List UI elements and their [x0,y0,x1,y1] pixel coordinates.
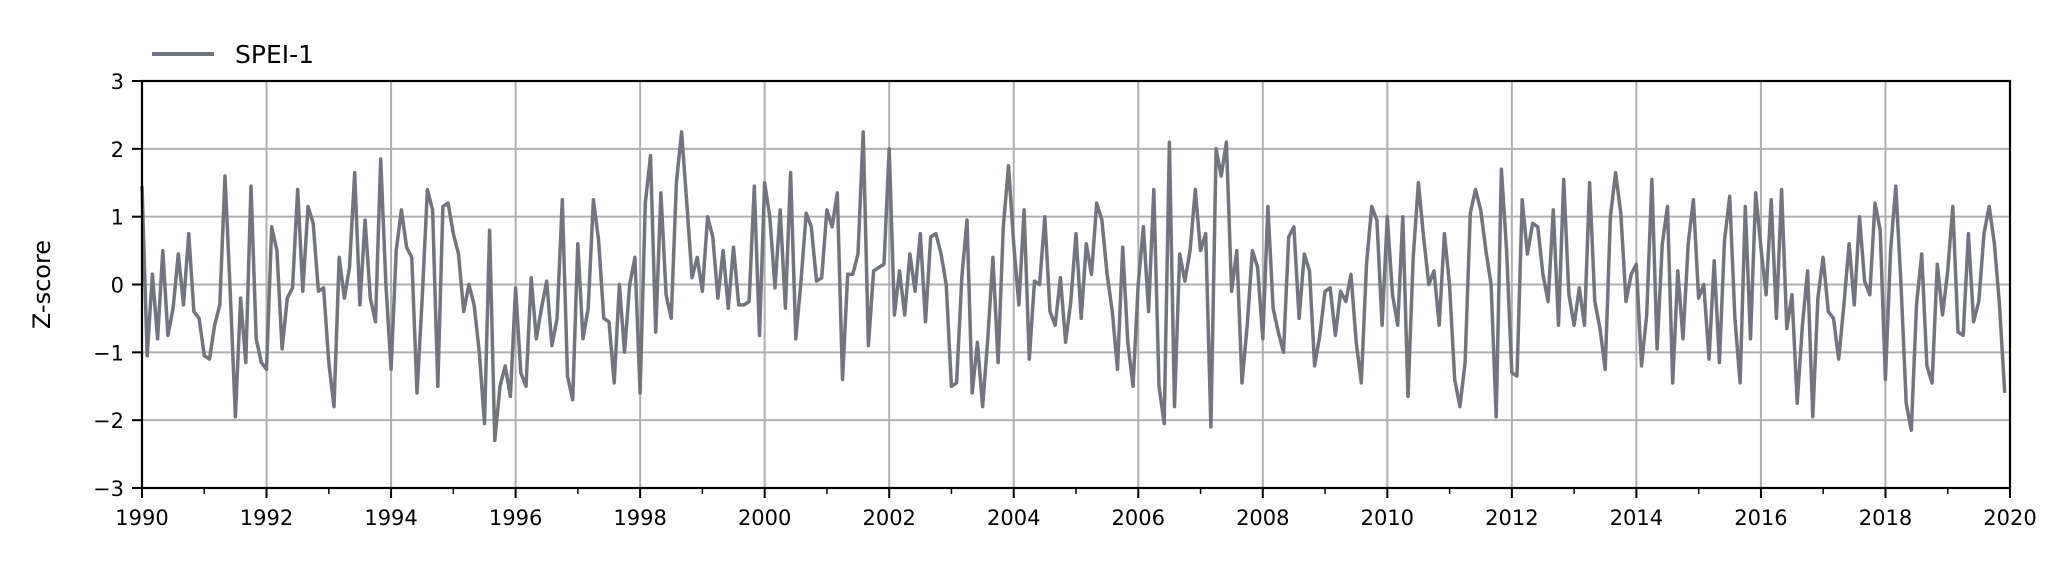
y-tick-label: 1 [111,206,124,230]
x-tick-label: 1990 [115,506,168,530]
y-axis-label: Z-score [28,240,56,329]
x-tick-label: 1994 [364,506,417,530]
x-tick-label: 2006 [1112,506,1165,530]
x-tick-label: 2012 [1485,506,1538,530]
x-tick-label: 1998 [613,506,666,530]
x-tick-label: 2020 [1983,506,2036,530]
y-tick-label: 2 [111,138,124,162]
axis-ticks: 1990 1992 1994 1996 1998 2000 2002 2004 2006 2008… [93,70,2037,530]
x-tick-label: 1992 [240,506,293,530]
y-tick-label: −2 [93,409,124,433]
series-line [140,130,2007,443]
x-tick-label: 1996 [489,506,542,530]
x-tick-label: 2000 [738,506,791,530]
data-layer [140,130,2007,443]
x-tick-label: 2016 [1734,506,1787,530]
legend-label: SPEI-1 [235,40,314,69]
x-tick-label: 2014 [1610,506,1663,530]
y-tick-label: 3 [111,70,124,94]
legend: SPEI-1 [152,40,314,69]
x-tick-label: 2010 [1361,506,1414,530]
x-tick-label: 2008 [1236,506,1289,530]
y-tick-label: −1 [93,341,124,365]
x-tick-label: 2002 [862,506,915,530]
x-tick-label: 2018 [1859,506,1912,530]
y-tick-label: 0 [111,274,124,298]
x-tick-label: 2004 [987,506,1040,530]
y-tick-label: −3 [93,477,124,501]
